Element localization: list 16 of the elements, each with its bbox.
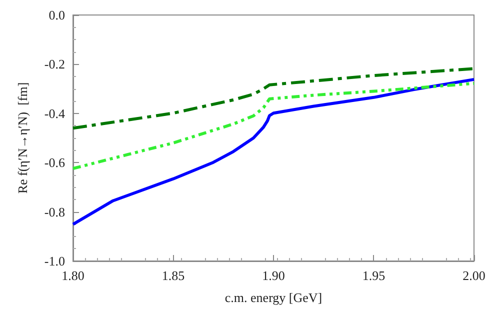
- x-tick-label: 1.85: [162, 268, 185, 283]
- line-series: [72, 78, 476, 226]
- y-tick-label: -1.0: [44, 254, 65, 268]
- x-tick-label: 1.80: [62, 268, 84, 283]
- y-tick-label: -0.4: [44, 106, 66, 121]
- x-axis-title: c.m. energy [GeV]: [224, 290, 322, 305]
- y-tick-label: -0.2: [44, 56, 65, 72]
- y-axis-title: Re f(η′N→η′N) [fm]: [15, 82, 30, 194]
- y-tick-label: -0.8: [44, 204, 65, 220]
- x-tick-label: 1.95: [362, 268, 386, 283]
- x-tick-label: 1.90: [262, 268, 285, 283]
- y-tick-label: 0.0: [48, 8, 65, 22]
- line-series: [72, 67, 476, 130]
- y-tick-label: -0.6: [44, 155, 66, 170]
- x-tick-label: 2.00: [462, 268, 486, 283]
- line-series: [72, 82, 476, 170]
